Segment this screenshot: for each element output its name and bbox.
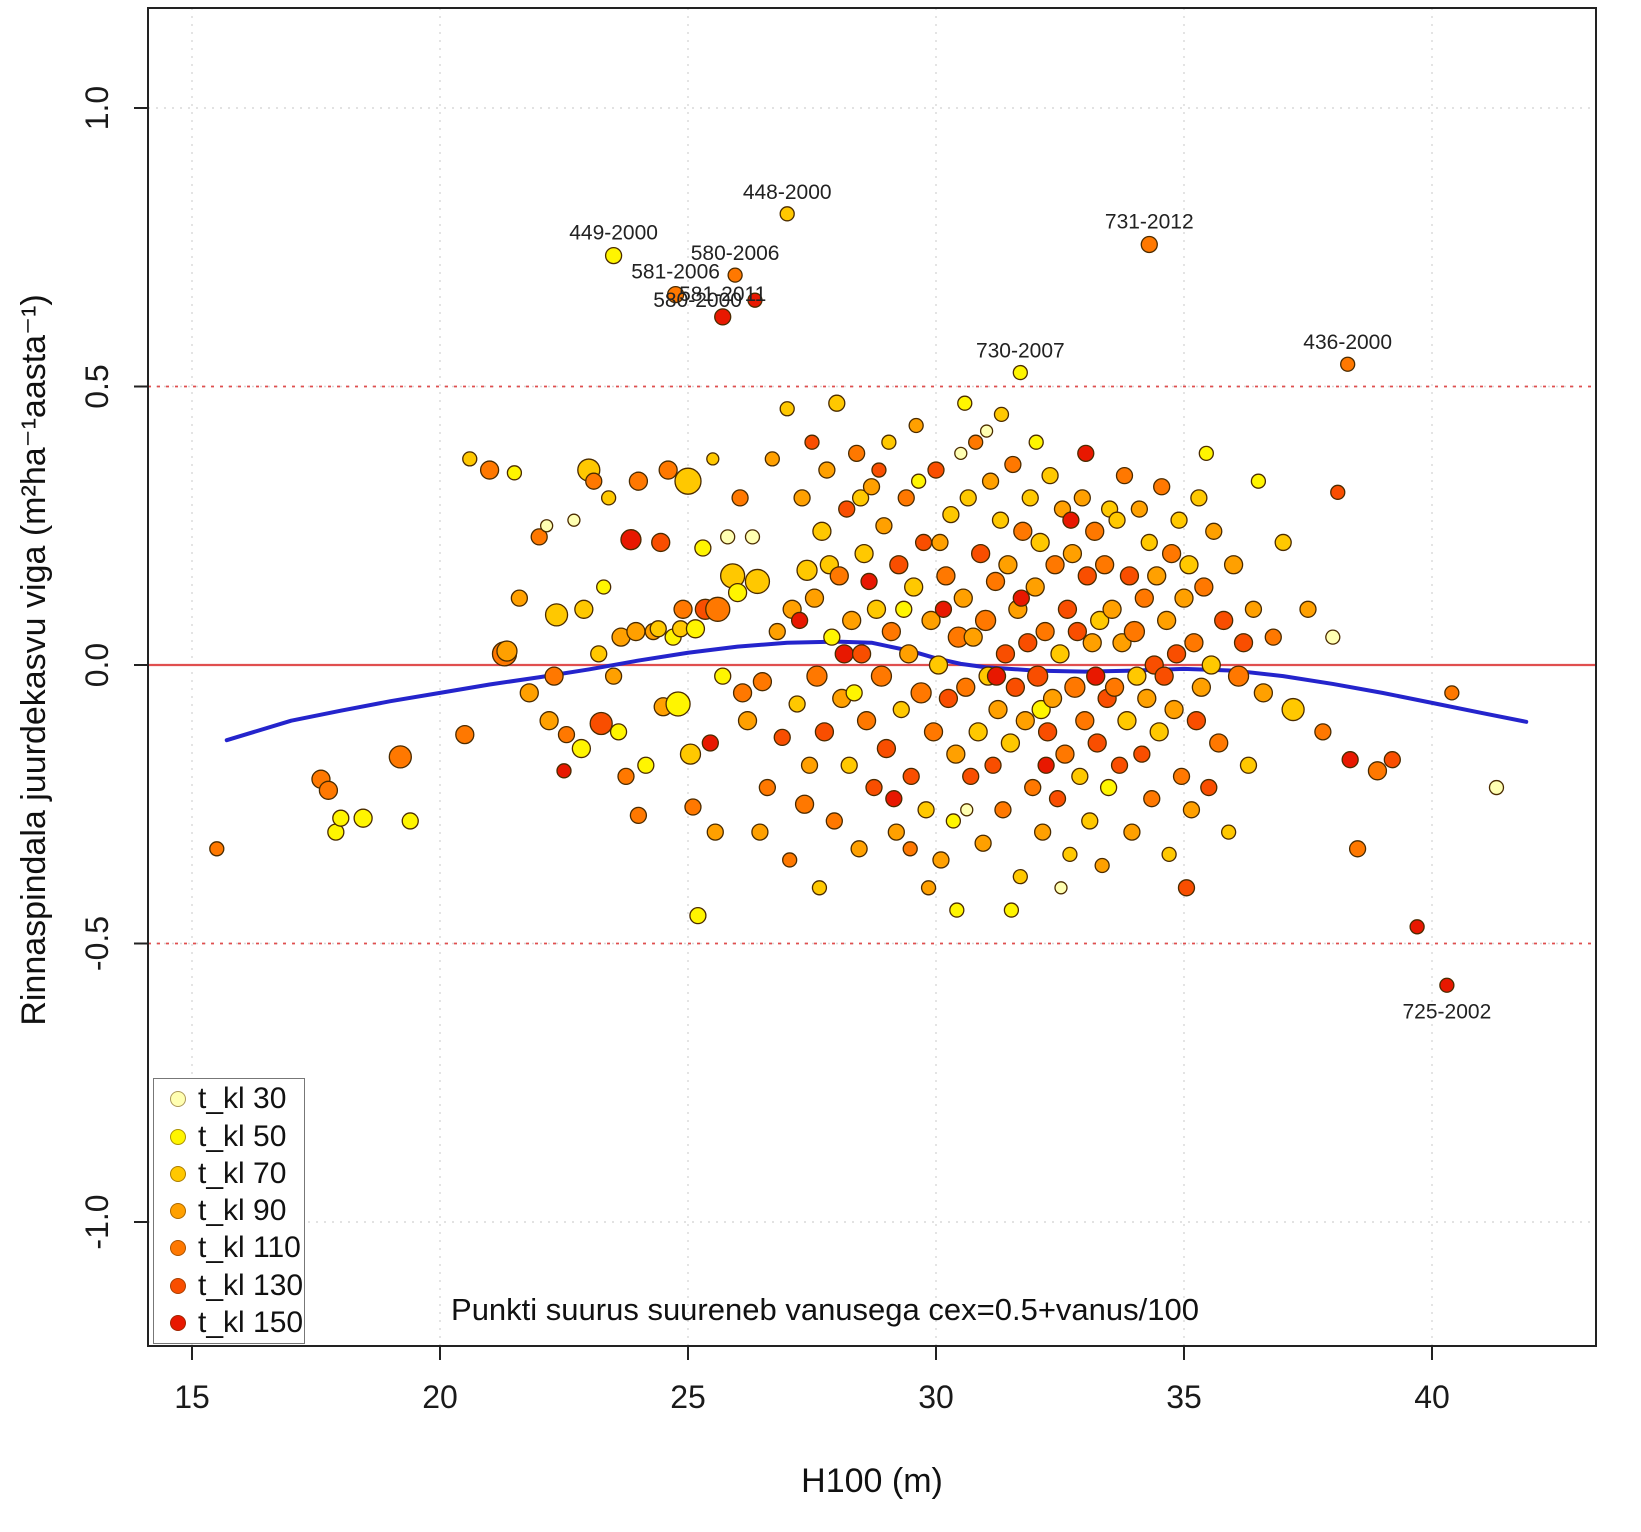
legend-label: t_kl 110 (198, 1231, 301, 1265)
legend-label: t_kl 30 (198, 1082, 287, 1116)
x-axis-title: H100 (m) (801, 1462, 943, 1500)
legend-item: t_kl 30 (170, 1082, 304, 1116)
svg-text:15: 15 (174, 1379, 210, 1415)
svg-text:40: 40 (1414, 1379, 1450, 1415)
svg-text:30: 30 (918, 1379, 954, 1415)
svg-text:20: 20 (422, 1379, 458, 1415)
svg-text:35: 35 (1166, 1379, 1202, 1415)
legend-swatch (170, 1128, 186, 1145)
legend-item: t_kl 50 (170, 1120, 304, 1154)
svg-text:449-2000: 449-2000 (569, 222, 658, 245)
svg-text:0.0: 0.0 (79, 643, 115, 687)
legend-swatch (170, 1240, 186, 1257)
svg-text:580-2006: 580-2006 (691, 242, 780, 265)
svg-text:-0.5: -0.5 (79, 916, 115, 971)
legend-item: t_kl 70 (170, 1157, 304, 1191)
legend-swatch (170, 1091, 186, 1108)
legend-swatch (170, 1203, 186, 1219)
legend-swatch (170, 1314, 186, 1331)
svg-text:581-2011: 581-2011 (679, 283, 766, 306)
svg-text:731-2012: 731-2012 (1105, 210, 1194, 233)
legend-item: t_kl 90 (170, 1194, 304, 1228)
legend-item: t_kl 110 (170, 1231, 304, 1265)
legend-item: t_kl 130 (170, 1269, 304, 1303)
legend-swatch (170, 1165, 186, 1182)
legend-label: t_kl 90 (198, 1194, 287, 1227)
size-annotation: Punkti suurus suureneb vanusega cex=0.5+… (451, 1292, 1199, 1327)
svg-text:725-2002: 725-2002 (1403, 1000, 1492, 1023)
svg-text:730-2007: 730-2007 (976, 340, 1065, 363)
svg-text:448-2000: 448-2000 (743, 181, 832, 204)
svg-text:581-2006: 581-2006 (631, 261, 720, 284)
svg-text:-1.0: -1.0 (79, 1194, 115, 1249)
svg-text:580-2000: 580-2000 (653, 289, 742, 312)
svg-text:0.5: 0.5 (79, 364, 115, 408)
legend-label: t_kl 50 (198, 1119, 287, 1153)
svg-text:436-2000: 436-2000 (1303, 331, 1392, 354)
legend-label: t_kl 70 (198, 1156, 287, 1190)
svg-text:25: 25 (670, 1379, 706, 1415)
svg-text:1.0: 1.0 (79, 86, 115, 130)
legend-swatch (170, 1277, 186, 1294)
legend: t_kl 30 t_kl 50 t_kl 70 t_kl 90 t_kl 110… (153, 1078, 305, 1344)
legend-label: t_kl 150 (198, 1305, 304, 1339)
legend-label: t_kl 130 (198, 1268, 304, 1302)
y-axis-title: Rinnaspindala juurdekasvu viga (m²ha⁻¹aa… (15, 294, 53, 1026)
legend-item: t_kl 150 (170, 1306, 304, 1340)
